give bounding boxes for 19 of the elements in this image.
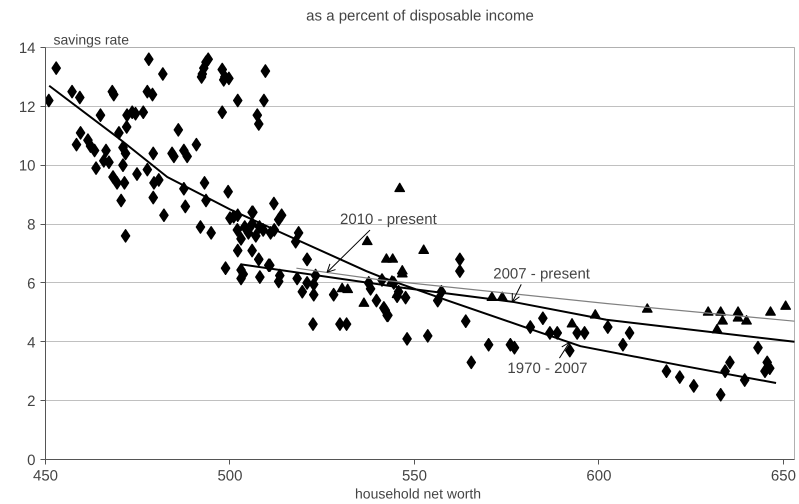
y-tick-label: 6 <box>27 275 36 292</box>
chart-title: as a percent of disposable income <box>306 8 534 24</box>
x-axis-title: household net worth <box>355 486 482 502</box>
y-tick-label: 8 <box>27 216 36 234</box>
y-tick-label: 0 <box>27 452 36 469</box>
y-axis-title: savings rate <box>54 32 130 48</box>
annotation: 2010 - present <box>340 211 438 228</box>
x-tick-label: 650 <box>770 468 796 484</box>
x-tick-label: 500 <box>217 468 242 484</box>
annotation: 1970 - 2007 <box>507 360 588 378</box>
x-tick-label: 450 <box>32 468 58 484</box>
x-tick-label: 550 <box>402 468 427 484</box>
x-tick-label: 600 <box>586 468 612 484</box>
annotation: 2007 - present <box>493 265 591 282</box>
y-tick-label: 12 <box>18 98 36 116</box>
y-tick-label: 4 <box>27 334 36 352</box>
y-tick-label: 2 <box>27 393 36 410</box>
y-tick-label: 14 <box>18 40 36 57</box>
y-tick-label: 10 <box>18 158 36 175</box>
